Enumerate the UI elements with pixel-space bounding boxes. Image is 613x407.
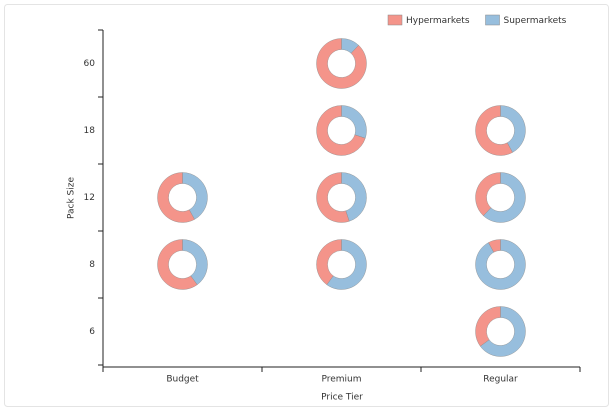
donut-segment [316,38,367,89]
donut-segment [475,239,526,290]
donut-segment [475,105,513,156]
donut-segment [326,239,367,290]
donut-segment [157,239,198,290]
x-axis-label: Price Tier [321,393,363,403]
donut-segment [316,239,342,286]
legend-swatch [387,14,403,26]
donut-segment [316,172,350,223]
donut-segment [488,239,501,253]
donut-segment [316,105,366,156]
x-tick-label: Budget [166,375,199,385]
donut-segment [479,306,526,357]
x-tick-label: Premium [321,375,361,385]
y-axis-label: Pack Size [67,177,77,219]
y-tick-label: 60 [84,59,96,69]
donut-segment [157,172,195,223]
x-tick-label: Regular [483,375,518,385]
y-tick-label: 18 [84,126,96,136]
y-tick-label: 8 [89,260,95,270]
y-tick-label: 6 [89,327,95,337]
legend-label: Hypermarkets [406,16,470,26]
y-tick-label: 12 [84,193,95,203]
legend-label: Supermarkets [504,16,567,26]
legend-swatch [485,14,500,26]
donut-segment [475,306,501,347]
donut-segment [483,172,526,223]
